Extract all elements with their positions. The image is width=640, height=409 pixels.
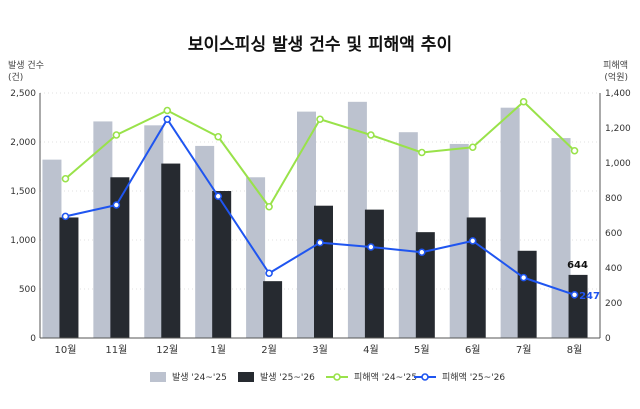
bar-2025-2026 bbox=[212, 191, 232, 338]
point-damage-2025-2026 bbox=[519, 273, 528, 282]
x-tick-label: 11월 bbox=[105, 344, 127, 356]
bar-2024-2025 bbox=[551, 138, 571, 338]
right-tick-label: 400 bbox=[605, 264, 622, 274]
point-damage-2024-2025 bbox=[214, 132, 222, 141]
x-tick-label: 4월 bbox=[363, 344, 379, 356]
point-damage-2024-2025 bbox=[265, 202, 273, 211]
left-axis-label: 발생 건수 bbox=[8, 60, 44, 71]
point-damage-2025-2026 bbox=[61, 212, 70, 221]
right-tick-label: 0 bbox=[605, 334, 611, 344]
data-label-bar-2025-2026-last: 644 bbox=[567, 260, 588, 271]
left-tick-label: 2,500 bbox=[10, 89, 36, 99]
point-damage-2025-2026 bbox=[367, 243, 375, 251]
bar-2024-2025 bbox=[500, 107, 520, 338]
point-damage-2025-2026 bbox=[112, 201, 121, 209]
bar-2025-2026 bbox=[364, 209, 384, 338]
point-damage-2024-2025 bbox=[519, 97, 528, 106]
bar-layer bbox=[42, 101, 588, 339]
left-tick-label: 0 bbox=[30, 334, 36, 344]
x-tick-label: 3월 bbox=[312, 344, 328, 356]
x-tick-label: 6월 bbox=[465, 344, 481, 356]
bar-2024-2025 bbox=[195, 145, 215, 338]
bar-2025-2026 bbox=[110, 177, 130, 338]
point-damage-2025-2026 bbox=[265, 269, 273, 278]
bar-2024-2025 bbox=[246, 177, 266, 338]
bar-2025-2026 bbox=[517, 250, 537, 338]
point-damage-2025-2026 bbox=[163, 115, 172, 124]
x-tick-label: 5월 bbox=[414, 344, 430, 356]
bar-2025-2026 bbox=[161, 163, 181, 338]
bar-2025-2026 bbox=[568, 274, 588, 338]
point-damage-2024-2025 bbox=[112, 131, 121, 139]
right-axis-label: 피해액 bbox=[603, 59, 628, 71]
legend-label: 발생 '24~'25 bbox=[172, 372, 227, 383]
right-tick-label: 1,400 bbox=[605, 89, 631, 99]
x-tick-label: 8월 bbox=[567, 344, 583, 356]
right-tick-label: 1,200 bbox=[605, 124, 631, 134]
point-damage-2025-2026 bbox=[316, 238, 324, 247]
point-damage-2024-2025 bbox=[418, 148, 426, 157]
point-damage-2024-2025 bbox=[367, 131, 375, 139]
legend-label: 발생 '25~'26 bbox=[260, 372, 315, 383]
right-tick-label: 1,000 bbox=[605, 159, 631, 169]
point-damage-2024-2025 bbox=[163, 106, 172, 115]
right-tick-label: 600 bbox=[605, 229, 622, 239]
point-damage-2025-2026 bbox=[468, 237, 477, 245]
bar-2024-2025 bbox=[42, 159, 62, 338]
right-tick-label: 800 bbox=[605, 194, 622, 204]
x-tick-label: 10월 bbox=[54, 344, 76, 356]
x-tick-label: 1월 bbox=[210, 344, 226, 356]
x-tick-label: 12월 bbox=[156, 344, 178, 356]
left-tick-label: 1,500 bbox=[10, 187, 36, 197]
bar-2024-2025 bbox=[347, 101, 367, 338]
axis-layer: 0 500 1,000 1,500 2,000 2,500 0 200 400 600 800 1,0… bbox=[10, 89, 631, 356]
bar-2024-2025 bbox=[398, 132, 418, 338]
legend-swatch bbox=[238, 372, 254, 382]
bar-2024-2025 bbox=[144, 125, 164, 338]
point-damage-2025-2026 bbox=[214, 192, 222, 201]
left-tick-label: 2,000 bbox=[10, 138, 36, 148]
bar-2025-2026 bbox=[466, 217, 486, 338]
bar-2025-2026 bbox=[59, 217, 79, 338]
point-damage-2025-2026 bbox=[570, 290, 579, 299]
left-tick-label: 1,000 bbox=[10, 236, 36, 246]
left-tick-label: 500 bbox=[19, 285, 36, 295]
x-tick-label: 2월 bbox=[261, 344, 277, 356]
right-axis-unit: (억원) bbox=[604, 71, 628, 83]
bar-2024-2025 bbox=[449, 143, 469, 338]
legend-swatch bbox=[150, 372, 166, 382]
point-damage-2024-2025 bbox=[316, 115, 324, 124]
data-label-line-2025-2026-last: 247 bbox=[579, 291, 600, 302]
bar-2025-2026 bbox=[415, 232, 435, 338]
x-tick-label: 7월 bbox=[516, 344, 532, 356]
point-damage-2025-2026 bbox=[418, 248, 426, 257]
data-label-layer: 644 247 bbox=[567, 260, 600, 302]
chart-title: 보이스피싱 발생 건수 및 피해액 추이 bbox=[188, 35, 452, 55]
bar-2025-2026 bbox=[314, 205, 333, 338]
bar-2024-2025 bbox=[93, 121, 113, 338]
legend-label: 피해액 '25~'26 bbox=[442, 371, 505, 383]
legend-label: 피해액 '24~'25 bbox=[354, 371, 417, 383]
legend-marker bbox=[333, 373, 341, 381]
point-damage-2024-2025 bbox=[61, 174, 70, 183]
point-damage-2024-2025 bbox=[468, 143, 477, 152]
bar-2024-2025 bbox=[297, 111, 316, 339]
legend-marker bbox=[421, 373, 429, 381]
bar-2025-2026 bbox=[263, 281, 283, 338]
right-tick-label: 200 bbox=[605, 299, 622, 309]
legend: 발생 '24~'25 발생 '25~'26 피해액 '24~'25 피해액 '25~'… bbox=[150, 371, 505, 383]
point-damage-2024-2025 bbox=[570, 146, 579, 155]
left-axis-unit: (건) bbox=[8, 72, 23, 83]
line-layer bbox=[61, 97, 579, 299]
